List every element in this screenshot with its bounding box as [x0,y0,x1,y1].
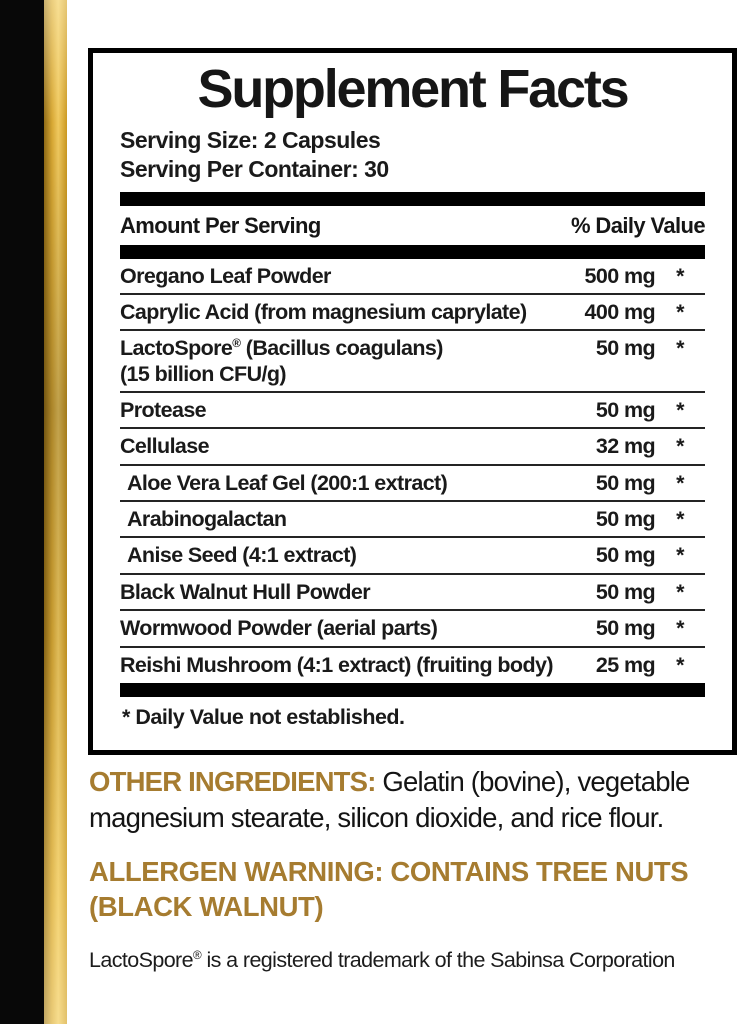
row-dv-asterisk: * [676,434,684,459]
divider-bar-bottom [120,682,705,697]
servings-per-container: Serving Per Container: 30 [120,156,389,183]
table-row: Arabinogalactan 50 mg * [120,502,705,539]
allergen-warning: ALLERGEN WARNING: CONTAINS TREE NUTS (BL… [89,855,689,923]
divider-bar-top [120,191,705,206]
left-gold-stripe [44,0,67,1024]
row-name: Protease [120,398,207,422]
row-dv-asterisk: * [676,616,684,641]
table-row: Anise Seed (4:1 extract) 50 mg * [120,538,705,575]
table-row: Aloe Vera Leaf Gel (200:1 extract) 50 mg… [120,466,705,503]
row-dv-asterisk: * [676,507,684,532]
daily-value-header: % Daily Value [570,212,706,238]
row-amount: 50 mg [595,336,656,361]
row-amount: 500 mg [584,263,656,288]
panel-title: Supplement Facts [197,59,630,119]
trademark-note: LactoSpore® is a registered trademark of… [89,947,675,973]
other-ingredients-text: Gelatin (bovine), vegetable magnesium st… [89,766,690,834]
row-name: Aloe Vera Leaf Gel (200:1 extract) [127,470,448,495]
label-lower-text: OTHER INGREDIENTS: Gelatin (bovine), veg… [89,764,749,975]
other-ingredients-label: OTHER INGREDIENTS: [89,766,376,797]
table-row: Wormwood Powder (aerial parts) 50 mg * [120,611,705,648]
row-amount: 50 mg [595,398,656,422]
row-dv-asterisk: * [676,336,684,361]
table-row: Black Walnut Hull Powder 50 mg * [120,575,705,612]
table-row: Cellulase 32 mg * [120,429,705,466]
row-amount: 50 mg [595,507,656,532]
supplement-facts-panel: Supplement Facts Serving Size: 2 Capsule… [88,48,737,755]
row-amount: 25 mg [595,652,656,677]
row-name: Anise Seed (4:1 extract) [127,543,357,568]
facts-rows: Oregano Leaf Powder 500 mg * Caprylic Ac… [120,259,705,682]
other-ingredients: OTHER INGREDIENTS: Gelatin (bovine), veg… [89,764,749,837]
row-amount: 50 mg [595,616,656,641]
row-name: Caprylic Acid (from magnesium caprylate) [120,299,527,324]
daily-value-footnote: * Daily Value not established. [122,704,405,729]
row-name: Oregano Leaf Powder [120,263,331,288]
row-name: Black Walnut Hull Powder [120,579,371,604]
table-row: Reishi Mushroom (4:1 extract) (fruiting … [120,648,705,682]
table-row: Oregano Leaf Powder 500 mg * [120,259,705,295]
row-dv-asterisk: * [676,579,684,604]
row-dv-asterisk: * [676,652,684,677]
row-dv-asterisk: * [676,398,684,422]
row-name: Arabinogalactan [127,507,287,532]
table-row: Protease 50 mg * [120,393,705,430]
row-amount: 400 mg [584,299,656,324]
divider-bar-header [120,244,705,259]
row-name: Cellulase [120,434,210,459]
row-name: Wormwood Powder (aerial parts) [120,616,438,641]
row-amount: 50 mg [595,579,656,604]
row-dv-asterisk: * [676,543,684,568]
table-row: Caprylic Acid (from magnesium caprylate)… [120,295,705,332]
row-dv-asterisk: * [676,263,684,288]
row-dv-asterisk: * [676,470,684,495]
row-amount: 50 mg [595,470,656,495]
serving-size: Serving Size: 2 Capsules [120,126,381,153]
row-dv-asterisk: * [676,299,684,324]
facts-header-row: Amount Per Serving % Daily Value [120,206,706,245]
row-name: Reishi Mushroom (4:1 extract) (fruiting … [120,652,553,677]
row-amount: 50 mg [595,543,656,568]
left-black-bar [0,0,44,1024]
table-row: LactoSpore® (Bacillus coagulans) (15 bill… [120,331,705,393]
amount-per-serving-header: Amount Per Serving [120,212,321,238]
row-name: LactoSpore® (Bacillus coagulans) (15 bill… [120,336,443,386]
row-amount: 32 mg [595,434,656,459]
